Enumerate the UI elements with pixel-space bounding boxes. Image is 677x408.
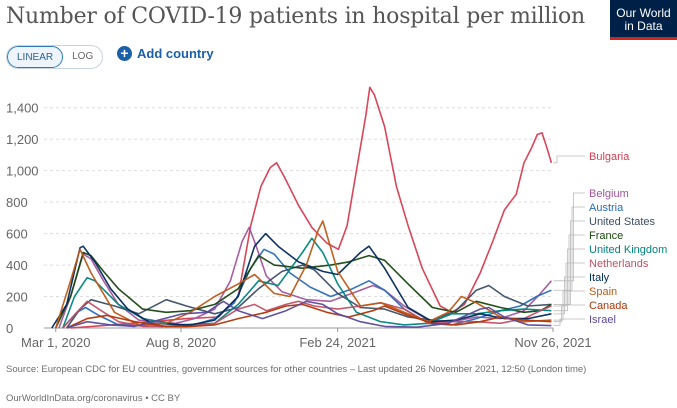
line-chart: 0 200 400 600 800 1,000 1,200 1,400 Mar 1, 2020 A…	[6, 86, 667, 350]
series-label-united-states: United States	[589, 216, 656, 228]
y-tick-label: 1,400	[6, 101, 39, 116]
series-line-spain	[54, 220, 552, 329]
source-note: Source: European CDC for EU countries, g…	[6, 364, 587, 375]
series-label-bulgaria: Bulgaria	[589, 151, 630, 163]
series-line-italy	[51, 232, 552, 329]
series-line-bulgaria	[70, 86, 553, 329]
logo-line-2: in Data	[624, 19, 663, 33]
series-label-italy: Italy	[589, 272, 610, 284]
label-leader-line	[553, 192, 585, 282]
series-line-belgium	[58, 226, 553, 329]
series-label-netherlands: Netherlands	[589, 258, 649, 270]
owid-logo[interactable]: Our World in Data	[610, 0, 677, 40]
label-leader-line	[553, 276, 585, 315]
series-label-austria: Austria	[589, 202, 624, 214]
label-leader-line	[553, 304, 585, 323]
label-leader-line	[553, 318, 585, 327]
chart-title: Number of COVID-19 patients in hospital …	[6, 4, 586, 29]
series-line-united-kingdom	[62, 237, 552, 329]
x-tick-label: Nov 26, 2021	[514, 335, 591, 350]
series-line-france	[54, 251, 552, 329]
plus-circle-icon: +	[117, 46, 132, 61]
add-country-button[interactable]: + Add country	[117, 46, 214, 61]
y-tick-label: 1,200	[6, 132, 39, 147]
y-tick-label: 200	[6, 290, 28, 305]
series-label-france: France	[589, 230, 623, 242]
series-label-spain: Spain	[589, 286, 617, 298]
label-leader-line	[553, 290, 585, 321]
linear-scale-button[interactable]: LINEAR	[7, 46, 64, 68]
x-tick-label: Aug 8, 2020	[146, 335, 216, 350]
logo-line-1: Our World	[616, 6, 671, 20]
log-scale-button[interactable]: LOG	[72, 51, 94, 62]
x-tick-label: Mar 1, 2020	[21, 335, 90, 350]
series-line-israel	[66, 300, 552, 329]
label-leader-line	[553, 155, 585, 164]
y-tick-label: 400	[6, 258, 28, 273]
y-tick-label: 1,000	[6, 164, 39, 179]
scale-toggle: LINEAR LOG	[6, 45, 104, 69]
series-label-canada: Canada	[589, 300, 628, 312]
series-label-israel: Israel	[589, 314, 616, 326]
label-leader-line	[553, 262, 585, 307]
y-tick-label: 800	[6, 195, 28, 210]
series-label-united-kingdom: United Kingdom	[589, 244, 667, 256]
series-line-canada	[66, 303, 552, 329]
add-country-label: Add country	[137, 46, 214, 61]
credit-note: OurWorldInData.org/coronavirus • CC BY	[6, 393, 181, 404]
y-tick-label: 0	[6, 321, 13, 336]
series-label-belgium: Belgium	[589, 188, 629, 200]
x-tick-label: Feb 24, 2021	[299, 335, 376, 350]
y-tick-label: 600	[6, 227, 28, 242]
label-leader-line	[553, 248, 585, 312]
label-leader-line	[553, 234, 585, 305]
